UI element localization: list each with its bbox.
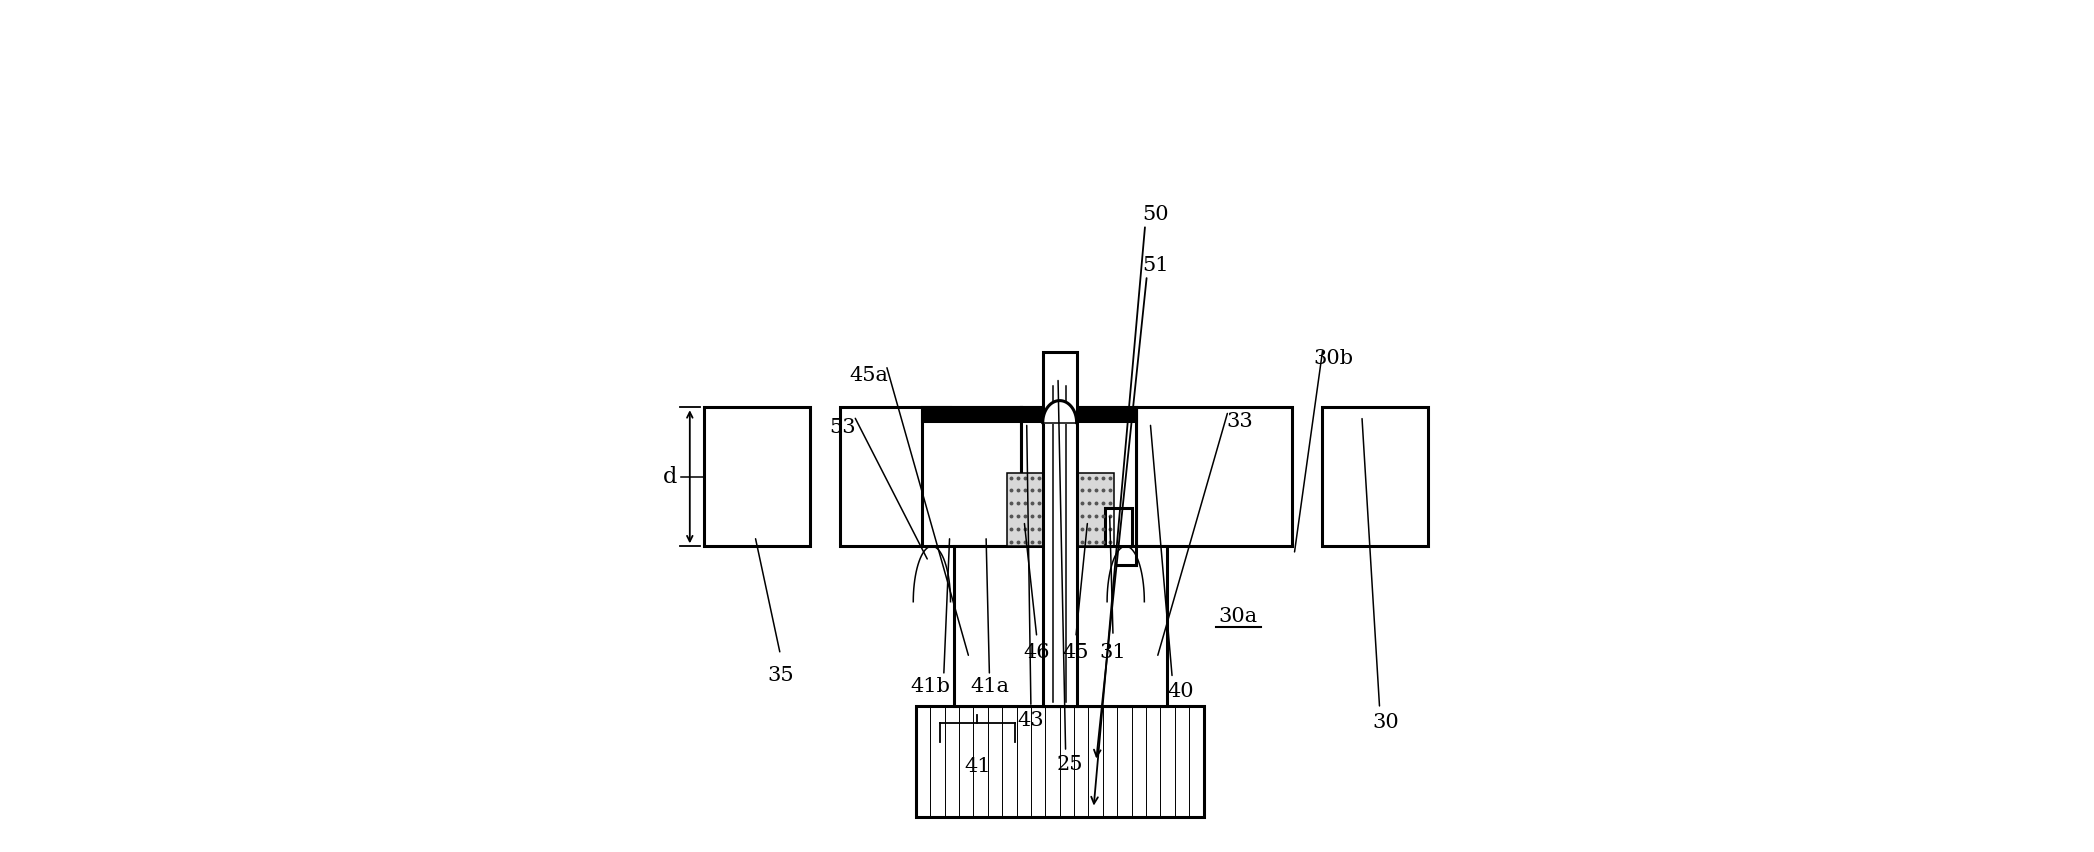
Text: 30a: 30a [1219, 607, 1256, 626]
Bar [1106, 508, 1131, 546]
Bar [1078, 474, 1114, 546]
Polygon shape [1043, 400, 1076, 423]
Bar [915, 705, 1204, 817]
Bar [1020, 407, 1135, 421]
Text: 41a: 41a [970, 677, 1009, 696]
Text: 40: 40 [1168, 682, 1194, 701]
Text: 31: 31 [1099, 643, 1127, 662]
Text: 30: 30 [1372, 713, 1399, 732]
Bar [1043, 353, 1076, 705]
Bar [840, 407, 951, 546]
Bar [1007, 474, 1043, 546]
Text: 41b: 41b [911, 677, 951, 696]
Text: 45a: 45a [850, 366, 888, 385]
Bar [1135, 407, 1292, 546]
Text: 51: 51 [1141, 256, 1168, 274]
Text: d: d [664, 466, 678, 488]
Text: 41: 41 [963, 757, 990, 776]
Bar [921, 407, 1020, 546]
Text: 33: 33 [1227, 412, 1254, 431]
Bar [921, 407, 1020, 421]
Bar [955, 546, 1166, 705]
Text: 50: 50 [1141, 204, 1168, 224]
Text: 43: 43 [1018, 711, 1045, 730]
Bar [1020, 407, 1135, 546]
Text: 30b: 30b [1313, 348, 1353, 368]
Bar [1321, 407, 1428, 546]
Text: 53: 53 [829, 418, 856, 437]
Text: 45: 45 [1062, 643, 1089, 662]
Text: 46: 46 [1024, 643, 1049, 662]
Bar [1007, 474, 1043, 546]
Text: 35: 35 [766, 666, 794, 685]
Text: 25: 25 [1057, 755, 1083, 774]
Bar [1078, 474, 1114, 546]
Bar [704, 407, 810, 546]
